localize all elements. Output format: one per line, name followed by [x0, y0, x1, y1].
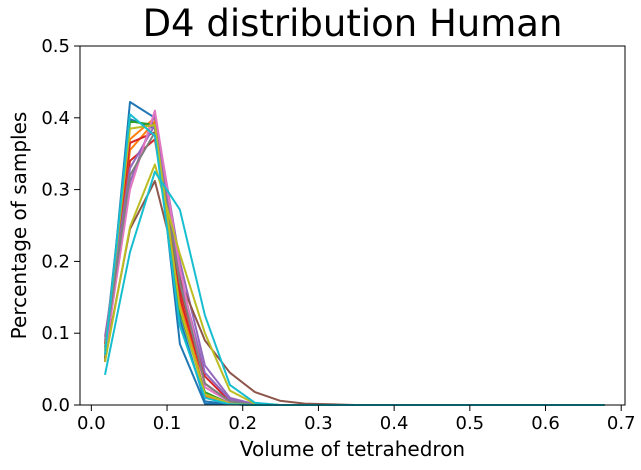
y-axis-label: Percentage of samples	[7, 112, 31, 340]
x-tick-label: 0.7	[607, 413, 636, 434]
y-tick-label: 0.1	[41, 323, 70, 344]
x-axis: 0.0 0.1 0.2 0.3 0.4 0.5 0.6 0.7	[77, 405, 636, 434]
y-tick-label: 0.5	[41, 36, 70, 57]
x-tick-label: 0.6	[531, 413, 560, 434]
y-axis: 0.0 0.1 0.2 0.3 0.4 0.5	[41, 36, 80, 416]
x-tick-label: 0.3	[304, 413, 333, 434]
x-tick-label: 0.1	[153, 413, 182, 434]
y-tick-label: 0.3	[41, 180, 70, 201]
plot-frame	[79, 45, 626, 406]
y-tick-label: 0.0	[41, 395, 70, 416]
x-tick-label: 0.4	[380, 413, 409, 434]
chart-title: D4 distribution Human	[143, 2, 563, 45]
series-line-8	[104, 113, 605, 406]
x-tick-label: 0.2	[228, 413, 257, 434]
series-layer	[104, 101, 605, 406]
y-tick-label: 0.4	[41, 108, 70, 129]
x-tick-label: 0.0	[77, 413, 106, 434]
y-tick-label: 0.2	[41, 251, 70, 272]
x-axis-label: Volume of tetrahedron	[240, 437, 465, 461]
x-tick-label: 0.5	[456, 413, 485, 434]
